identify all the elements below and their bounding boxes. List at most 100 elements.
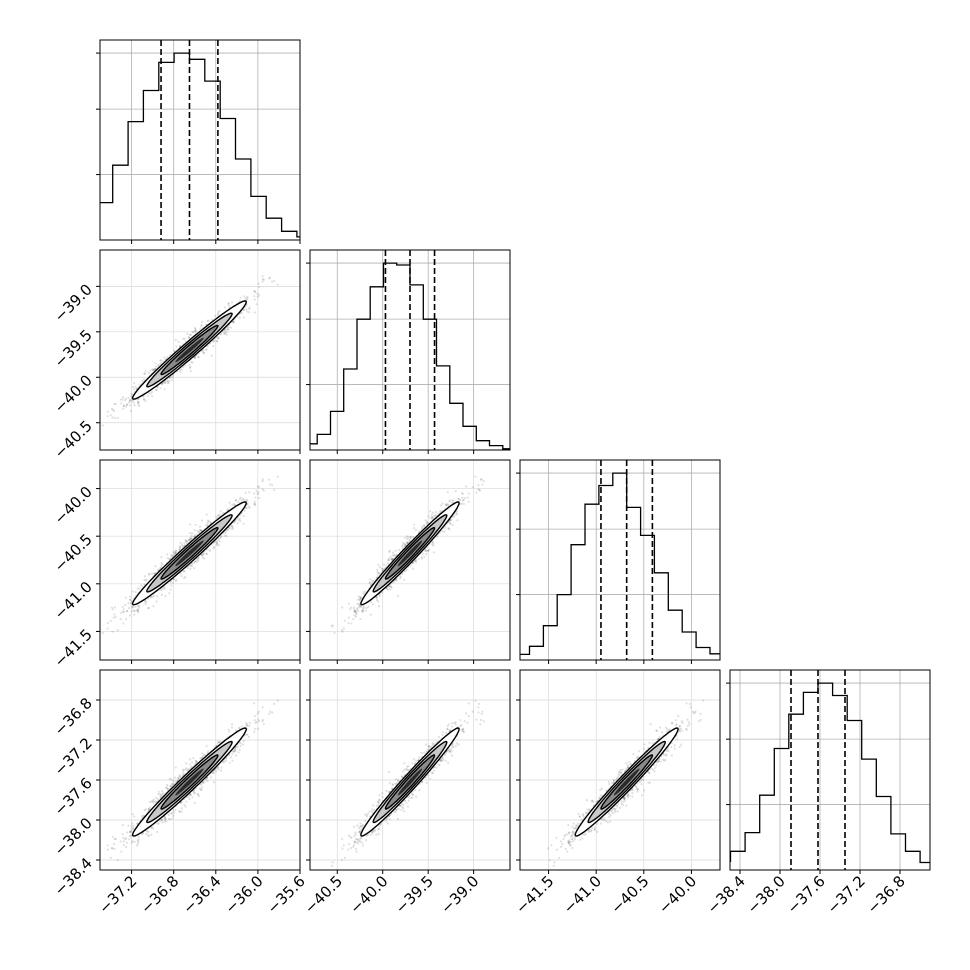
sample-point [173,553,176,556]
sample-point [431,541,434,544]
sample-point [261,478,264,481]
sample-point [481,483,484,486]
sample-point [238,498,241,501]
sample-point [347,602,350,605]
sample-point [202,351,205,354]
sample-point [160,359,163,362]
sample-point [353,610,356,614]
sample-point [143,372,146,375]
contour-line [146,514,233,593]
sample-point [460,491,463,494]
sample-point [187,796,190,799]
contour-line [131,300,248,400]
sample-point [223,306,226,309]
sample-point [459,499,462,502]
sample-point [193,791,196,795]
sample-point [130,610,133,613]
y-tick-label: −40.5 [51,417,96,462]
sample-point [255,303,258,306]
sample-point [353,606,356,609]
sample-point [218,540,221,543]
sample-point [225,534,228,538]
sample-point [147,394,150,397]
sample-point [124,397,127,400]
sample-point [242,522,245,525]
y-tick-label: −40.0 [51,483,96,528]
sample-point [131,605,134,608]
sample-point [216,542,219,546]
sample-point [134,605,137,609]
sample-point [136,605,139,608]
sample-point [246,503,249,506]
sample-point [376,570,379,574]
sample-point [171,376,174,379]
sample-point [132,609,135,612]
sample-point [430,516,434,519]
sample-point [359,597,362,600]
sample-point [179,572,182,575]
sample-point [111,630,114,633]
sample-point [423,524,426,527]
sample-point [185,540,188,544]
sample-point [132,386,135,389]
sample-point [114,403,117,406]
sample-point [109,856,112,860]
density-fill [175,337,204,363]
sample-point [128,399,132,402]
sample-point [417,557,420,561]
sample-point [216,541,219,544]
sample-point [253,500,256,503]
sample-point [362,605,366,608]
sample-point [131,827,134,830]
sample-point [241,497,244,500]
sample-point [223,329,226,332]
sample-point [466,496,469,499]
sample-point [227,302,230,305]
sample-point [206,519,209,522]
sample-point [261,706,264,709]
contour-line [146,312,233,388]
sample-point [391,551,394,554]
sample-point [451,499,454,502]
panel-2-1 [306,459,511,664]
sample-point [193,357,196,360]
sample-point [97,625,99,627]
sample-point [170,584,173,587]
sample-point [262,278,265,281]
panel-frame [99,459,301,661]
sample-point [119,398,122,401]
sample-point [230,326,233,329]
panel-2-2 [516,459,721,664]
sample-point [401,545,404,548]
sample-point [182,544,185,548]
sample-point [375,576,378,579]
sample-point [160,361,163,364]
sample-point [394,553,397,556]
sample-point [391,558,394,561]
panel-frame [99,249,301,451]
sample-point [183,570,186,573]
sample-point [418,530,421,533]
sample-point [101,632,104,635]
sample-point [172,554,175,557]
sample-point [209,549,212,552]
sample-point [358,598,361,601]
sample-point [343,619,346,622]
sample-point [420,556,423,559]
sample-point [423,524,426,528]
sample-point [359,605,362,608]
sample-point [362,592,365,596]
sample-point [381,568,384,571]
sample-point [243,295,246,298]
sample-point [166,553,169,556]
sample-point [245,506,248,510]
sample-point [271,484,274,487]
sample-point [191,564,194,567]
sample-point [185,539,188,542]
sample-point [159,359,162,362]
sample-point [164,817,167,821]
sample-point [194,356,197,359]
sample-point [425,549,428,552]
sample-point [130,395,133,398]
sample-point [226,528,229,531]
